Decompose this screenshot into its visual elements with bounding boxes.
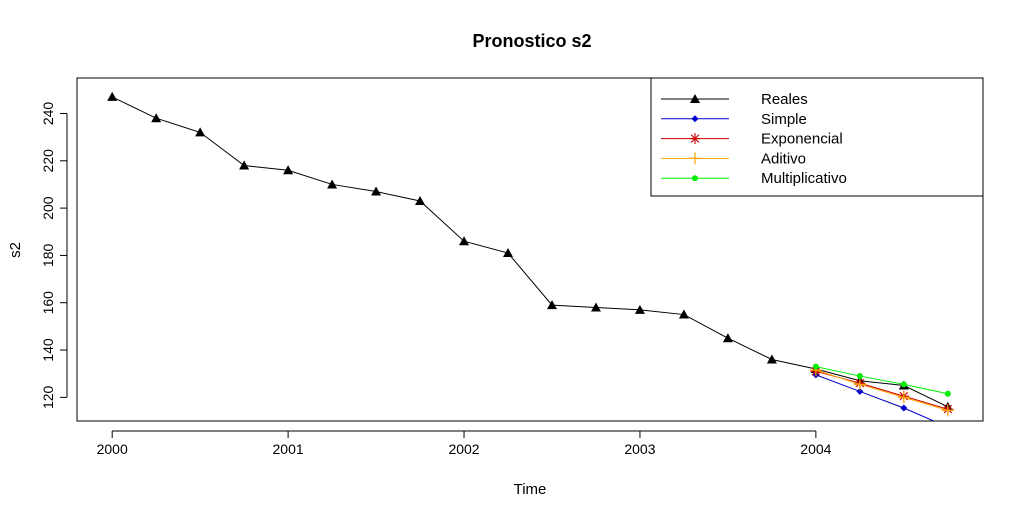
data-point: [941, 404, 954, 417]
data-point: [107, 91, 118, 101]
data-point: [678, 309, 689, 319]
data-point: [856, 387, 864, 395]
data-point: [503, 248, 514, 258]
legend-item-exponencial: Exponencial: [661, 131, 843, 148]
y-tick-label: 120: [40, 385, 56, 409]
series-aditivo: [809, 364, 954, 417]
axes: 2000 2001 2002 2003 2004 120 140 160 180 200 220 24…: [40, 102, 832, 457]
legend: Reales Simple Exponencial Aditivo Multiplica…: [650, 77, 984, 197]
y-tick-label: 180: [40, 244, 56, 268]
data-point: [692, 175, 698, 182]
data-point: [195, 127, 206, 137]
data-point: [900, 404, 908, 412]
legend-box: [650, 77, 984, 197]
x-axis-label: Time: [514, 481, 547, 498]
series-line: [111, 96, 949, 408]
data-point: [897, 391, 910, 404]
y-tick-label: 200: [40, 196, 56, 220]
data-point: [853, 378, 866, 391]
y-axis-label: s2: [7, 242, 24, 258]
data-point: [151, 113, 162, 123]
data-point: [590, 302, 601, 312]
data-point: [239, 160, 250, 170]
series-line: [815, 366, 948, 395]
series-line: [815, 369, 948, 411]
x-tick-label: 2002: [448, 441, 479, 457]
data-point: [415, 196, 426, 206]
x-tick-label: 2000: [97, 441, 128, 457]
data-point: [459, 236, 470, 246]
data-point: [546, 300, 557, 310]
data-point: [371, 186, 382, 196]
legend-label: Multiplicativo: [761, 170, 847, 187]
plot-frame: [76, 77, 984, 422]
series-reales: [107, 91, 953, 411]
x-tick-label: 2003: [624, 441, 655, 457]
y-tick-label: 220: [40, 149, 56, 173]
y-tick-label: 160: [40, 291, 56, 315]
data-point: [722, 333, 733, 343]
data-point: [856, 373, 863, 380]
x-tick-label: 2001: [273, 441, 304, 457]
data-point: [900, 381, 907, 388]
legend-label: Exponencial: [761, 131, 843, 148]
data-point: [283, 165, 294, 175]
y-tick-label: 140: [40, 338, 56, 362]
series-multiplicativo: [812, 363, 951, 397]
data-point: [944, 390, 951, 397]
series-layer: [107, 91, 954, 421]
data-point: [691, 115, 699, 123]
data-point: [812, 363, 819, 370]
chart-title: Pronostico s2: [472, 31, 591, 51]
legend-label: Reales: [761, 91, 808, 108]
x-tick-label: 2004: [800, 441, 831, 457]
marker-stroke: [690, 134, 700, 143]
legend-item-multiplicativo: Multiplicativo: [661, 170, 847, 187]
series-line: [815, 374, 934, 421]
y-tick-label: 240: [40, 102, 56, 126]
legend-item-simple: Simple: [661, 111, 807, 128]
data-point: [766, 354, 777, 364]
data-point: [689, 152, 701, 165]
data-point: [689, 133, 701, 145]
data-point: [690, 94, 700, 103]
legend-label: Aditivo: [761, 150, 806, 167]
data-point: [634, 304, 645, 314]
legend-item-aditivo: Aditivo: [661, 150, 806, 167]
data-point: [327, 179, 338, 189]
legend-label: Simple: [761, 111, 807, 128]
legend-item-reales: Reales: [661, 91, 808, 108]
